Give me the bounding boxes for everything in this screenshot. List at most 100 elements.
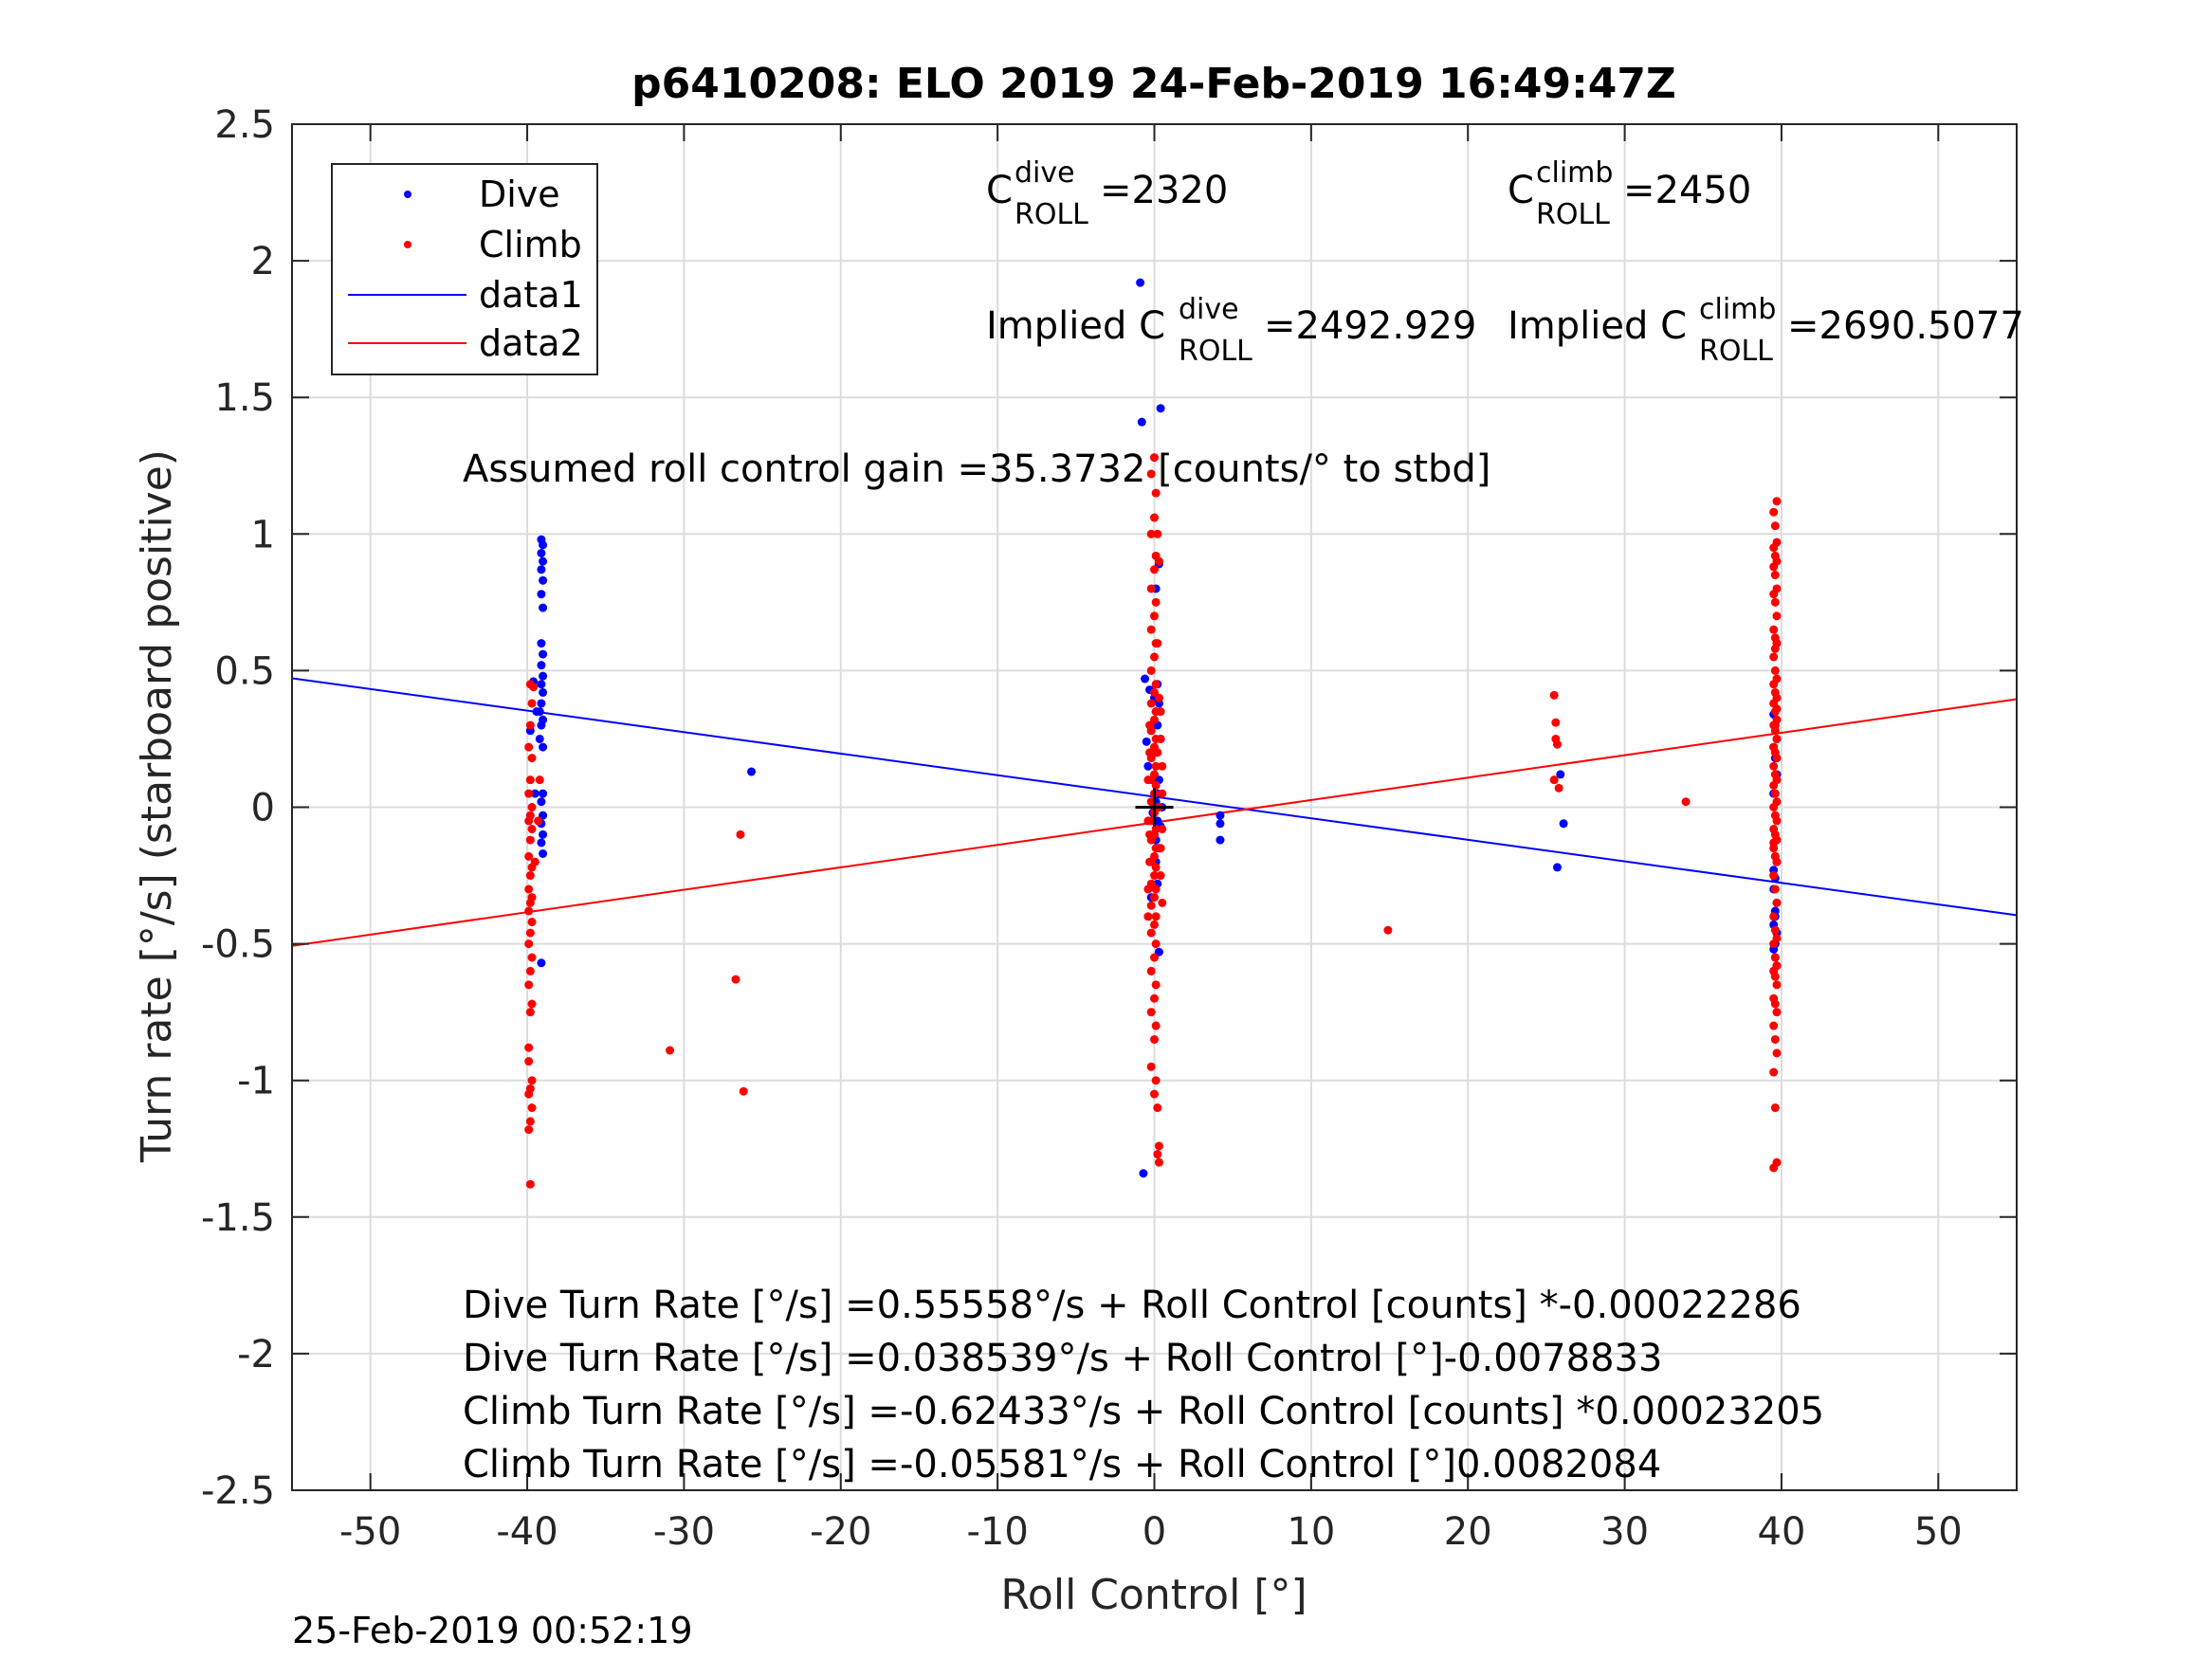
climb-point [527,1103,537,1113]
climb-point [1151,939,1161,949]
climb-point [1150,994,1159,1003]
c-climb-sub: ROLL [1536,198,1610,231]
climb-point [1769,1067,1779,1077]
climb-point [1770,521,1780,531]
climb-point [525,928,535,938]
dive-point [537,958,546,968]
climb-point [1772,734,1782,743]
climb-point [1145,720,1155,730]
dive-point [537,797,546,807]
dive-point [1559,819,1568,829]
climb-point [1769,590,1779,599]
y-tick-label: 1.5 [214,376,275,420]
y-tick-label: 2 [251,240,275,283]
climb-point [1145,748,1155,757]
climb-point [527,803,537,811]
climb-point [525,1008,535,1017]
climb-point [1154,1141,1163,1151]
climb-point [1769,1163,1779,1173]
dive-point [539,671,548,681]
climb-point [1549,690,1559,700]
climb-point [1158,789,1167,798]
climb-point [1151,761,1161,771]
dive-point [539,789,548,798]
climb-point [1151,884,1161,894]
climb-point [666,1046,675,1055]
climb-point [1150,652,1159,662]
c-dive-sub: ROLL [1015,198,1088,231]
c-climb-sup: climb [1536,156,1613,190]
climb-point [1153,748,1162,757]
x-tick-labels: -50 -40 -30 -20 -10 0 10 20 30 40 50 [339,1510,1963,1554]
climb-points [524,453,1782,1189]
climb-point [739,1086,748,1096]
climb-point [1552,739,1562,749]
climb-point [1772,704,1782,714]
climb-point [1151,488,1161,498]
implied-dive-sup: dive [1179,293,1239,326]
dive-point [539,742,548,752]
climb-point [524,980,534,990]
climb-point [1150,871,1159,881]
legend-data1-label: data1 [479,274,583,316]
climb-point [524,939,534,949]
dive-point [1139,1169,1148,1178]
climb-point [1151,1021,1161,1030]
implied-climb-prefix: Implied C [1508,304,1687,348]
climb-point [1145,830,1155,839]
dive-point [1142,737,1151,746]
chart-title: p6410208: ELO 2019 24-Feb-2019 16:49:47Z [631,60,1676,108]
legend-dive-label: Dive [479,173,560,215]
climb-point [1772,857,1782,866]
climb-point [1770,726,1780,736]
climb-point [1151,980,1161,990]
climb-point [1769,562,1779,572]
climb-point [736,830,745,839]
climb-point [1769,871,1779,881]
climb-point [1770,953,1780,962]
climb-point [534,816,543,826]
climb-point [525,835,535,845]
legend-climb-label: Climb [479,224,582,265]
climb-point [1770,925,1780,935]
dive-point [1136,278,1145,287]
climb-point [527,699,537,708]
climb-point [1770,1034,1780,1044]
climb-point [1153,1103,1162,1113]
climb-point [1151,863,1161,872]
climb-point [1769,507,1779,517]
climb-point [1154,556,1163,566]
climb-point [525,1117,535,1126]
implied-dive-prefix: Implied C [986,304,1165,348]
climb-point [524,816,534,826]
climb-point [1770,789,1780,798]
dive-point [747,767,757,776]
equation-climb-counts: Climb Turn Rate [°/s] =-0.62433°/s + Rol… [463,1390,1824,1433]
x-tick-label: 40 [1758,1510,1806,1554]
x-axis-label: Roll Control [°] [1000,1571,1307,1619]
climb-point [525,898,535,907]
dive-point [1137,417,1146,427]
climb-point [1769,780,1779,790]
implied-dive-sub: ROLL [1179,335,1252,368]
x-tick-label: -50 [339,1510,401,1554]
climb-point [1146,699,1156,708]
climb-point [1150,1034,1159,1044]
x-tick-label: 10 [1287,1510,1335,1554]
climb-point [1770,597,1780,607]
legend: Dive Climb data1 data2 [331,163,598,375]
climb-point [1154,693,1163,702]
climb-point [524,851,534,861]
dive-point [537,661,546,670]
climb-point [1150,513,1159,522]
climb-point [1143,775,1153,785]
climb-point [1151,597,1161,607]
y-tick-label: 2.5 [214,103,275,147]
climb-point [1146,625,1156,634]
origin-marker [1135,788,1174,827]
x-tick-label: -40 [496,1510,558,1554]
climb-point [1769,803,1779,811]
dive-point [1556,770,1565,779]
climb-point [1158,898,1167,907]
